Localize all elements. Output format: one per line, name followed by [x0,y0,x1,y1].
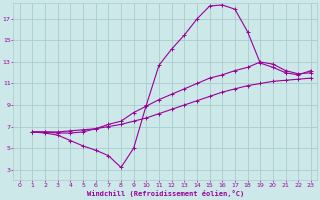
X-axis label: Windchill (Refroidissement éolien,°C): Windchill (Refroidissement éolien,°C) [87,190,244,197]
